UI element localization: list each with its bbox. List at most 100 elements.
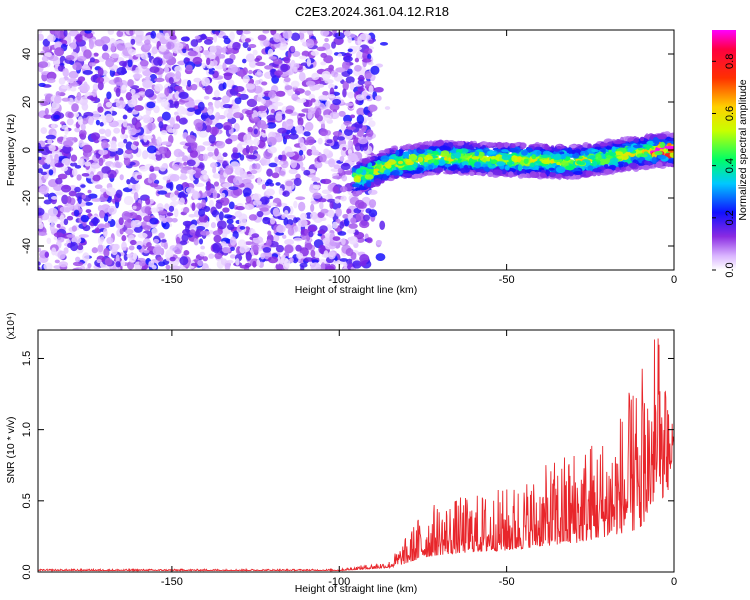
heatmap-noise-cell — [213, 33, 218, 43]
heatmap-noise-cell — [120, 133, 126, 140]
heatmap-noise-cell — [293, 177, 302, 187]
heatmap-noise-cell — [193, 237, 199, 246]
heatmap-noise-cell — [174, 85, 183, 91]
heatmap-signal-cell — [508, 147, 519, 153]
heatmap-noise-cell — [261, 98, 266, 105]
heatmap-noise-cell — [193, 77, 202, 83]
heatmap-noise-cell — [284, 244, 294, 254]
heatmap-noise-cell — [104, 257, 113, 266]
heatmap-signal-cell — [437, 159, 446, 166]
heatmap-noise-cell — [347, 48, 353, 53]
heatmap-noise-cell — [284, 134, 291, 140]
heatmap-signal-cell — [592, 168, 602, 173]
heatmap-signal-cell — [476, 171, 482, 176]
heatmap-noise-cell — [123, 195, 134, 206]
heatmap-noise-cell — [262, 217, 272, 225]
heatmap-signal-cell — [370, 156, 376, 160]
heatmap-noise-cell — [126, 261, 135, 270]
heatmap-noise-cell — [112, 264, 117, 270]
heatmap-noise-cell — [161, 141, 172, 146]
heatmap-noise-cell — [275, 113, 283, 122]
heatmap-noise-cell — [285, 151, 295, 158]
heatmap-noise-cell — [68, 70, 79, 79]
snr-panel: -150 -100 -50 0 0.00.51.01.5 Height of stra… — [5, 312, 677, 595]
heatmap-signal-cell — [548, 167, 555, 171]
heatmap-noise-cell — [149, 173, 157, 181]
heatmap-noise-cell — [144, 76, 152, 81]
heatmap-signal-cell — [627, 147, 634, 153]
heatmap-noise-cell — [364, 71, 372, 80]
heatmap-noise-cell — [178, 117, 188, 125]
heatmap-noise-cell — [64, 126, 69, 135]
heatmap-noise-cell — [158, 44, 167, 52]
heatmap-noise-cell — [252, 199, 262, 206]
heatmap-noise-cell — [108, 147, 119, 152]
heatmap-noise-cell — [121, 235, 127, 242]
y-tick-label: 0.5 — [21, 493, 33, 508]
heatmap-noise-cell — [247, 126, 254, 133]
heatmap-noise-cell — [255, 61, 266, 67]
heatmap-noise-cell — [151, 155, 157, 161]
heatmap-noise-cell — [44, 107, 49, 115]
colorbar-tick-label: 0.4 — [724, 158, 736, 173]
heatmap-noise-cell — [105, 101, 113, 108]
heatmap-signal-cell — [521, 142, 527, 148]
heatmap-noise-cell — [72, 267, 80, 270]
heatmap-signal-cell — [455, 152, 461, 159]
heatmap-noise-cell — [130, 219, 136, 230]
heatmap-noise-cell — [283, 56, 291, 64]
heatmap-noise-cell — [165, 182, 173, 189]
heatmap-noise-cell — [347, 139, 352, 149]
heatmap-noise-cell — [220, 192, 226, 198]
heatmap-noise-cell — [325, 100, 331, 108]
heatmap-noise-cell — [224, 262, 231, 270]
heatmap-noise-cell — [102, 228, 108, 238]
heatmap-noise-cell — [286, 219, 294, 226]
heatmap-signal-cell — [563, 152, 574, 157]
heatmap-noise-cell — [254, 79, 260, 86]
heatmap-noise-cell — [125, 141, 134, 151]
heatmap-noise-cell — [366, 95, 371, 100]
heatmap-noise-cell — [275, 90, 286, 97]
heatmap-signal-cell — [668, 132, 674, 138]
heatmap-noise-cell — [90, 95, 97, 102]
heatmap-noise-cell — [334, 32, 346, 40]
heatmap-noise-cell — [244, 262, 252, 268]
heatmap-noise-cell — [63, 247, 69, 254]
heatmap-noise-cell — [270, 68, 278, 78]
heatmap-noise-cell — [80, 184, 86, 188]
heatmap-noise-cell — [326, 198, 336, 203]
heatmap-signal-cell — [435, 167, 442, 174]
heatmap-signal-cell — [426, 149, 433, 154]
heatmap-noise-cell — [133, 105, 144, 112]
heatmap-noise-cell — [164, 66, 170, 74]
heatmap-noise-cell — [40, 146, 51, 156]
heatmap-signal-cell — [572, 152, 580, 159]
heatmap-noise-cell — [252, 193, 262, 201]
heatmap-noise-cell — [154, 77, 165, 83]
heatmap-signal-cell — [609, 157, 619, 164]
heatmap-signal-cell — [376, 159, 382, 165]
heatmap-signal-cell — [544, 143, 549, 151]
heatmap-noise-cell — [229, 246, 235, 251]
heatmap-noise-cell — [253, 128, 258, 135]
heatmap-noise-cell — [61, 194, 69, 205]
heatmap-noise-cell — [128, 245, 135, 251]
heatmap-noise-cell — [141, 140, 150, 146]
heatmap-noise-cell — [88, 62, 96, 67]
heatmap-signal-cell — [458, 140, 464, 146]
heatmap-signal-cell — [611, 146, 616, 153]
heatmap-signal-cell — [553, 153, 562, 160]
heatmap-noise-cell — [322, 114, 332, 122]
heatmap-noise-cell — [247, 46, 252, 52]
heatmap-noise-cell — [151, 227, 158, 235]
heatmap-noise-cell — [98, 149, 109, 156]
heatmap-noise-cell — [207, 151, 214, 157]
heatmap-noise-cell — [368, 39, 374, 44]
heatmap-signal-cell — [657, 133, 667, 140]
heatmap-noise-cell — [327, 209, 335, 219]
heatmap-noise-cell — [77, 76, 86, 82]
heatmap-noise-cell — [58, 261, 69, 268]
heatmap-noise-cell — [66, 196, 72, 204]
heatmap-noise-cell — [81, 194, 86, 199]
